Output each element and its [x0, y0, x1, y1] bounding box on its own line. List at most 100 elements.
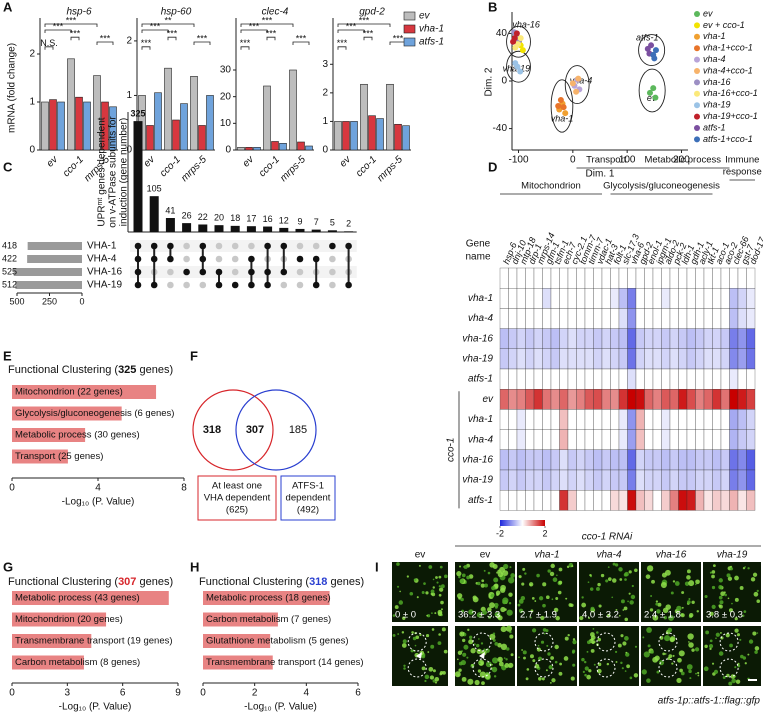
value-label: 17: [246, 214, 256, 224]
heatmap-cell: [669, 449, 679, 471]
gfp-spot: [680, 613, 685, 618]
gfp-spot: [492, 564, 498, 570]
gfp-spot: [734, 666, 737, 669]
gfp-spot: [431, 628, 435, 631]
heatmap-cell: [746, 449, 756, 471]
heatmap-cell: [652, 288, 662, 309]
gfp-spot: [494, 642, 499, 646]
significance-label: ***: [66, 15, 77, 25]
heatmap-cell: [550, 429, 560, 450]
gfp-spot: [598, 604, 602, 608]
column-label: ev: [415, 550, 426, 561]
point: [517, 68, 524, 75]
gfp-spot: [655, 602, 659, 606]
bar-label: Transport (25 genes): [15, 451, 103, 462]
gfp-spot: [756, 599, 761, 603]
significance-label: ***: [262, 15, 273, 25]
heatmap-cell: [712, 308, 722, 329]
heatmap-cell: [516, 267, 526, 289]
significance-bracket: [193, 41, 211, 45]
bar: [263, 226, 273, 232]
heatmap-cell: [542, 469, 552, 491]
heatmap-cell: [610, 490, 620, 511]
point: [569, 80, 576, 87]
column-label: vha-19: [717, 550, 748, 561]
gfp-spot: [467, 628, 470, 631]
significance-label: N.S.: [40, 38, 58, 48]
heatmap-cell: [508, 469, 518, 491]
heatmap-cell: [550, 449, 560, 471]
gfp-spot: [506, 647, 510, 651]
gfp-spot: [458, 575, 461, 579]
gfp-spot: [618, 567, 623, 572]
x-tick-label: mrps-5: [179, 154, 209, 184]
gfp-spot: [672, 580, 676, 583]
gfp-spot: [620, 634, 624, 638]
heatmap-cell: [567, 429, 577, 450]
heatmap-cell: [508, 328, 518, 349]
set-tick-label: 250: [42, 296, 57, 306]
gfp-spot: [581, 657, 585, 662]
matrix-dot: [167, 242, 174, 250]
row-label: vha-19: [462, 475, 493, 486]
gfp-spot: [434, 677, 440, 682]
heatmap-cell: [686, 429, 696, 450]
gfp-spot: [728, 681, 733, 686]
x-tick-label: ev: [142, 154, 158, 170]
gfp-spot: [739, 638, 742, 641]
heatmap-cell: [593, 490, 603, 511]
gfp-spot: [438, 593, 442, 597]
category-header: Mitochondrion: [521, 181, 581, 192]
gfp-spot: [394, 605, 399, 610]
heatmap-cell: [567, 469, 577, 491]
heatmap-cell: [635, 409, 645, 430]
matrix-dot: [264, 268, 271, 276]
gfp-spot: [440, 600, 444, 605]
heatmap-cell: [584, 389, 594, 410]
legend-label: atfs-1+cco-1: [703, 134, 753, 144]
x-tick-label: 6: [120, 688, 126, 699]
heatmap-cell: [729, 328, 739, 349]
heatmap-cell: [576, 490, 586, 511]
heatmap-cell: [678, 368, 688, 390]
heatmap-cell: [652, 490, 662, 511]
heatmap-cell: [618, 389, 628, 410]
cluster-label: vha-4: [570, 75, 593, 85]
gfp-spot: [614, 563, 619, 567]
heatmap-cell: [678, 308, 688, 329]
heatmap-cell: [550, 389, 560, 410]
value-label: 325: [130, 108, 145, 118]
heatmap-cell: [635, 348, 645, 370]
bar: [289, 69, 297, 151]
heatmap-cell: [627, 389, 637, 410]
bar: [368, 115, 376, 151]
point: [512, 44, 519, 51]
heatmap-cell: [618, 308, 628, 329]
heatmap-cell: [584, 368, 594, 390]
gfp-spot: [669, 636, 676, 642]
gfp-spot: [566, 565, 570, 569]
gfp-spot: [646, 627, 652, 633]
heatmap-cell: [576, 389, 586, 410]
panel-label: A: [3, 0, 13, 14]
heatmap-cell: [499, 348, 509, 370]
gfp-spot: [704, 594, 708, 599]
arrowhead: [479, 652, 485, 659]
heatmap-cell: [729, 409, 739, 430]
point: [555, 102, 562, 109]
heatmap-cell: [601, 308, 611, 329]
gfp-spot: [642, 636, 645, 639]
matrix-dot-empty: [312, 242, 320, 250]
gfp-spot: [426, 614, 428, 617]
heatmap-cell: [729, 389, 739, 410]
gfp-spot: [500, 606, 506, 613]
heatmap-cell: [686, 308, 696, 329]
gfp-spot: [478, 662, 481, 665]
legend-label: vha-1: [703, 31, 726, 41]
y-tick-label: 3: [322, 59, 328, 70]
gfp-spot: [517, 603, 521, 607]
gfp-spot: [734, 628, 739, 633]
heatmap-cell: [669, 409, 679, 430]
heatmap-cell: [703, 429, 713, 450]
gfp-spot: [752, 631, 757, 636]
